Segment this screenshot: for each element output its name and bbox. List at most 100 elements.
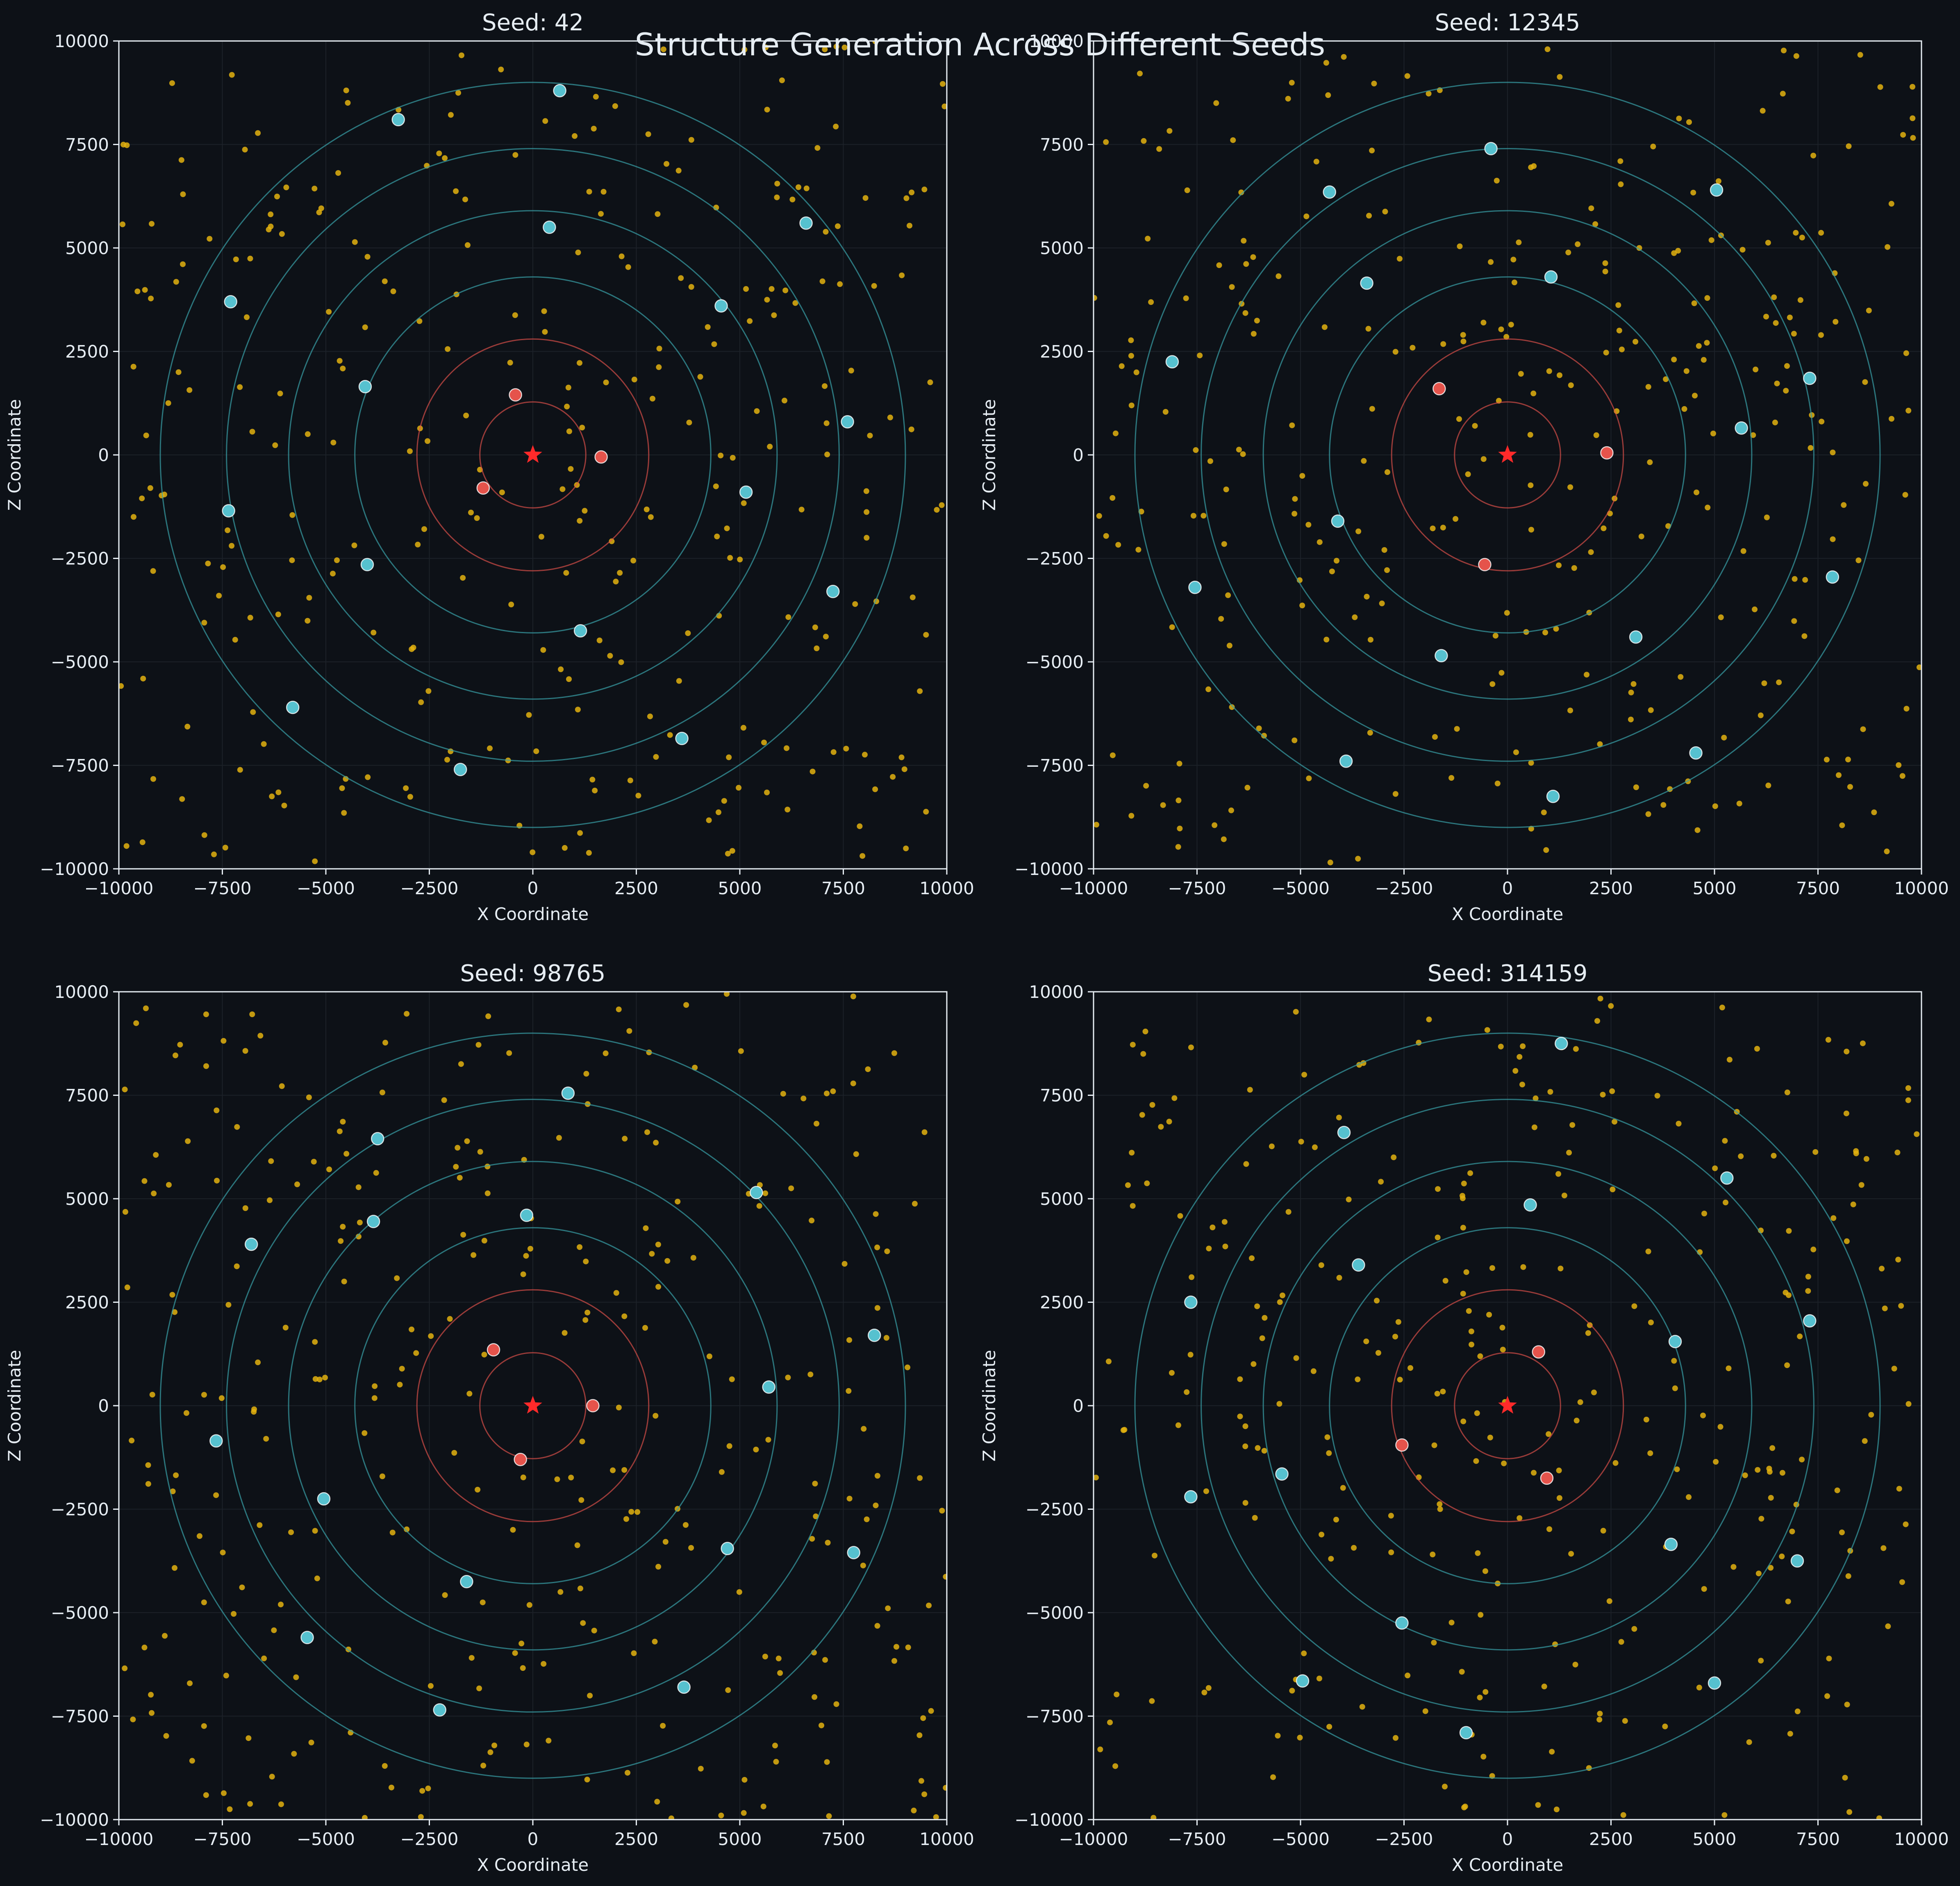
yellow-point bbox=[698, 1766, 704, 1772]
yellow-point bbox=[150, 776, 156, 782]
yellow-point bbox=[921, 1791, 928, 1797]
yellow-point bbox=[1365, 326, 1371, 332]
yellow-point bbox=[1608, 1003, 1614, 1009]
yellow-point bbox=[753, 1446, 759, 1452]
yellow-point bbox=[523, 1741, 530, 1747]
yellow-point bbox=[1508, 322, 1514, 328]
yellow-point bbox=[227, 1806, 233, 1812]
yellow-point bbox=[1765, 240, 1771, 246]
yellow-point bbox=[1742, 1472, 1748, 1478]
yellow-point bbox=[873, 1502, 879, 1509]
yellow-point bbox=[1606, 1598, 1612, 1604]
yellow-point bbox=[1531, 1124, 1537, 1130]
yellow-point bbox=[559, 486, 566, 492]
yellow-point bbox=[587, 1693, 593, 1699]
yellow-point bbox=[1187, 1352, 1194, 1358]
yellow-point bbox=[1617, 158, 1623, 164]
yellow-point bbox=[754, 408, 760, 414]
yellow-point bbox=[1422, 1708, 1428, 1714]
yellow-point bbox=[528, 1245, 534, 1252]
yellow-point bbox=[563, 570, 569, 576]
yellow-point bbox=[1216, 262, 1222, 268]
yellow-point bbox=[1327, 859, 1333, 866]
yellow-point bbox=[1435, 1186, 1441, 1192]
yellow-point bbox=[1812, 1149, 1819, 1155]
yellow-point bbox=[1162, 409, 1169, 415]
yellow-point bbox=[1556, 562, 1562, 568]
yellow-point bbox=[340, 366, 346, 372]
yellow-point bbox=[1675, 248, 1681, 254]
yellow-point bbox=[1638, 533, 1644, 539]
yellow-point bbox=[1619, 346, 1625, 352]
cyan-point bbox=[543, 220, 556, 234]
yellow-point bbox=[885, 1605, 891, 1611]
yellow-point bbox=[261, 1655, 267, 1661]
yellow-point bbox=[724, 525, 730, 532]
yellow-point bbox=[151, 1191, 157, 1197]
yellow-point bbox=[736, 785, 742, 791]
yellow-point bbox=[582, 508, 588, 514]
yellow-point bbox=[216, 593, 222, 599]
yellow-point bbox=[1366, 213, 1372, 219]
yellow-point bbox=[1369, 148, 1375, 154]
yellow-point bbox=[1701, 357, 1707, 363]
yellow-point bbox=[683, 1002, 689, 1008]
grid bbox=[118, 991, 947, 1820]
yellow-point bbox=[274, 193, 280, 200]
yellow-point bbox=[1166, 128, 1173, 134]
yellow-point bbox=[1301, 1650, 1307, 1656]
yellow-point bbox=[340, 1118, 346, 1125]
yellow-point bbox=[196, 1533, 202, 1539]
yellow-point bbox=[1792, 576, 1798, 582]
yellow-point bbox=[239, 1584, 245, 1591]
yellow-point bbox=[480, 1599, 486, 1605]
yellow-point bbox=[1618, 181, 1624, 187]
yellow-point bbox=[351, 542, 357, 548]
yellow-point bbox=[266, 227, 272, 233]
yellow-point bbox=[830, 1088, 836, 1094]
red-point bbox=[1432, 382, 1446, 395]
x-tick-label: −7500 bbox=[193, 1829, 251, 1849]
yellow-point bbox=[1779, 1553, 1785, 1559]
yellow-point bbox=[173, 1052, 179, 1059]
yellow-point bbox=[487, 1749, 493, 1755]
x-tick-label: 7500 bbox=[1796, 1829, 1840, 1849]
yellow-point bbox=[1519, 1082, 1526, 1088]
yellow-point bbox=[1096, 513, 1102, 519]
yellow-point bbox=[1710, 430, 1716, 436]
origin-star-icon bbox=[523, 1396, 542, 1414]
yellow-point bbox=[625, 264, 631, 270]
yellow-point bbox=[887, 414, 893, 420]
yellow-point bbox=[1561, 1193, 1567, 1199]
x-tick-label: 0 bbox=[1502, 878, 1513, 898]
yellow-point bbox=[1895, 1257, 1901, 1263]
yellow-point bbox=[1542, 629, 1548, 636]
cyan-point bbox=[1188, 580, 1202, 594]
y-axis-label: Z Coordinate bbox=[979, 399, 999, 511]
cyan-point bbox=[371, 1132, 384, 1145]
cyan-point bbox=[841, 415, 854, 429]
yellow-point bbox=[864, 509, 870, 515]
yellow-point bbox=[1894, 1150, 1901, 1156]
yellow-point bbox=[1528, 760, 1534, 766]
yellow-point bbox=[1454, 726, 1460, 732]
yellow-point bbox=[1591, 1389, 1597, 1395]
outer-ring bbox=[1134, 1032, 1881, 1779]
y-tick-label: −5000 bbox=[51, 652, 109, 672]
yellow-point bbox=[812, 1694, 818, 1700]
y-tick-label: 2500 bbox=[65, 1293, 109, 1313]
yellow-point bbox=[538, 534, 544, 540]
yellow-point bbox=[130, 1716, 136, 1722]
yellow-point bbox=[871, 283, 877, 289]
yellow-point bbox=[756, 1203, 762, 1209]
inner-ring bbox=[1391, 1289, 1624, 1522]
yellow-point bbox=[1242, 1500, 1248, 1506]
yellow-point bbox=[1755, 1467, 1761, 1473]
outer-ring bbox=[1262, 1161, 1753, 1651]
red-point bbox=[594, 450, 608, 464]
yellow-point bbox=[289, 512, 296, 518]
yellow-point bbox=[613, 579, 619, 585]
yellow-point bbox=[1517, 1515, 1523, 1521]
yellow-point bbox=[382, 1040, 389, 1046]
yellow-point bbox=[466, 1391, 473, 1397]
